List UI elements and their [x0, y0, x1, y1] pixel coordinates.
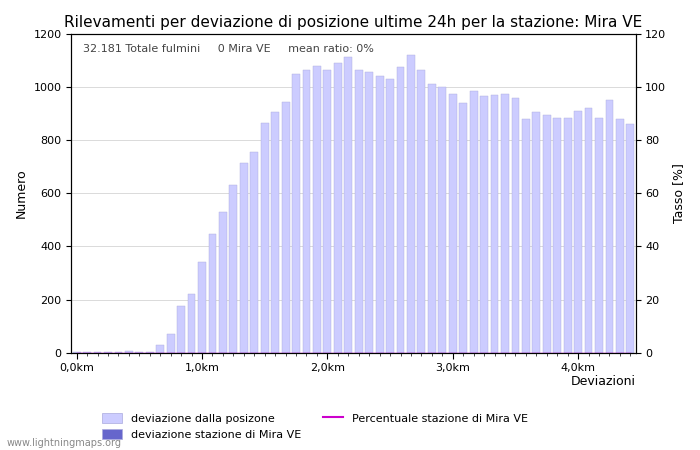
Text: 32.181 Totale fulmini     0 Mira VE     mean ratio: 0%: 32.181 Totale fulmini 0 Mira VE mean rat… — [83, 44, 374, 54]
Bar — [209, 234, 216, 353]
Legend: deviazione dalla posizone, deviazione stazione di Mira VE, Percentuale stazione : deviazione dalla posizone, deviazione st… — [102, 413, 528, 440]
Bar — [376, 76, 384, 353]
Bar — [188, 294, 195, 353]
Bar — [626, 124, 634, 353]
Bar — [115, 352, 122, 353]
Bar — [302, 70, 310, 353]
Bar — [125, 351, 133, 353]
Bar — [271, 112, 279, 353]
Bar — [177, 306, 185, 353]
Bar — [355, 70, 363, 353]
Bar — [135, 352, 143, 353]
Bar — [292, 74, 300, 353]
Bar — [459, 103, 467, 353]
Bar — [344, 57, 352, 353]
Text: www.lightningmaps.org: www.lightningmaps.org — [7, 438, 122, 448]
Bar — [564, 117, 572, 353]
Bar — [156, 345, 164, 353]
Bar — [167, 334, 174, 353]
Bar — [512, 98, 519, 353]
Bar — [533, 112, 540, 353]
Bar — [230, 185, 237, 353]
Bar — [428, 85, 436, 353]
Bar — [73, 352, 80, 353]
Bar — [438, 87, 446, 353]
Bar — [334, 63, 342, 353]
Bar — [198, 262, 206, 353]
Bar — [449, 94, 456, 353]
Bar — [261, 123, 269, 353]
Bar — [219, 212, 227, 353]
Bar — [522, 119, 530, 353]
Bar — [480, 96, 488, 353]
Y-axis label: Tasso [%]: Tasso [%] — [672, 163, 685, 223]
Title: Rilevamenti per deviazione di posizione ultime 24h per la stazione: Mira VE: Rilevamenti per deviazione di posizione … — [64, 15, 643, 30]
Bar — [146, 352, 154, 353]
Bar — [470, 91, 477, 353]
Bar — [407, 55, 415, 353]
Bar — [240, 163, 248, 353]
Bar — [104, 352, 112, 353]
Bar — [501, 94, 509, 353]
Bar — [313, 66, 321, 353]
Bar — [574, 111, 582, 353]
Bar — [606, 100, 613, 353]
Bar — [397, 67, 405, 353]
Bar — [365, 72, 373, 353]
Text: Deviazioni: Deviazioni — [570, 375, 636, 388]
Bar — [94, 352, 102, 353]
Bar — [281, 102, 290, 353]
Bar — [543, 115, 551, 353]
Bar — [417, 70, 426, 353]
Bar — [491, 95, 498, 353]
Bar — [386, 79, 394, 353]
Bar — [616, 119, 624, 353]
Bar — [584, 108, 592, 353]
Bar — [595, 117, 603, 353]
Bar — [251, 152, 258, 353]
Bar — [553, 117, 561, 353]
Bar — [323, 70, 331, 353]
Y-axis label: Numero: Numero — [15, 169, 28, 218]
